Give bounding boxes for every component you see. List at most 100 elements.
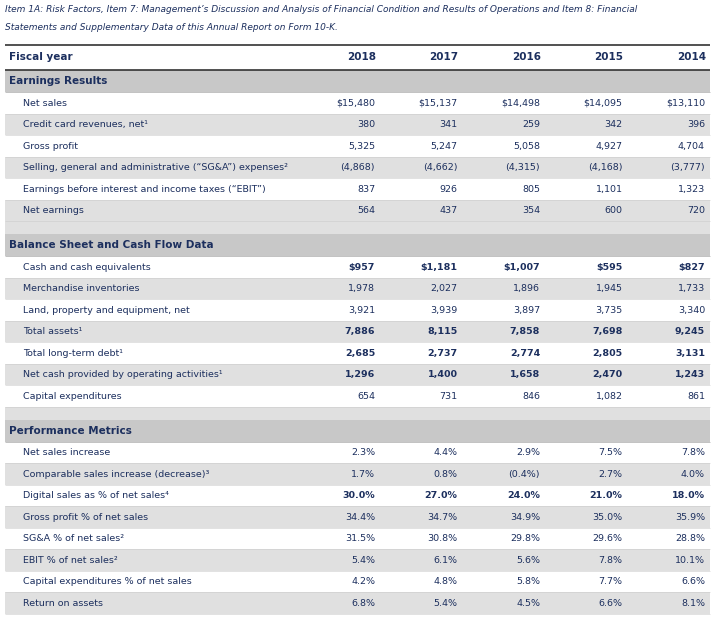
- Text: 837: 837: [357, 184, 375, 194]
- Text: 2016: 2016: [512, 52, 541, 62]
- Text: 846: 846: [522, 392, 540, 401]
- Text: 18.0%: 18.0%: [672, 491, 705, 500]
- Text: 7.7%: 7.7%: [598, 578, 623, 586]
- Bar: [5, 571, 710, 592]
- Text: 2.3%: 2.3%: [351, 448, 375, 457]
- Text: 31.5%: 31.5%: [345, 534, 375, 543]
- Text: Digital sales as % of net sales⁴: Digital sales as % of net sales⁴: [23, 491, 169, 500]
- Text: 5.4%: 5.4%: [351, 556, 375, 565]
- Text: 30.8%: 30.8%: [428, 534, 458, 543]
- Text: $14,498: $14,498: [501, 99, 540, 108]
- Text: 3,921: 3,921: [348, 306, 375, 315]
- Text: 1,296: 1,296: [345, 370, 375, 379]
- Text: 7,698: 7,698: [592, 327, 623, 336]
- Text: 4.4%: 4.4%: [433, 448, 458, 457]
- Bar: [5, 528, 710, 550]
- Text: 5.6%: 5.6%: [516, 556, 540, 565]
- Text: 5.8%: 5.8%: [516, 578, 540, 586]
- Text: Balance Sheet and Cash Flow Data: Balance Sheet and Cash Flow Data: [9, 241, 214, 251]
- Bar: [5, 364, 710, 386]
- Text: 35.9%: 35.9%: [675, 513, 705, 522]
- Text: 1,323: 1,323: [678, 184, 705, 194]
- Bar: [5, 222, 710, 234]
- Text: 342: 342: [604, 120, 623, 129]
- Text: (3,777): (3,777): [671, 164, 705, 172]
- Bar: [5, 420, 710, 442]
- Bar: [5, 234, 710, 257]
- Text: 3,939: 3,939: [430, 306, 458, 315]
- Text: (0.4%): (0.4%): [508, 470, 540, 479]
- Text: $15,137: $15,137: [418, 99, 458, 108]
- Text: Gross profit: Gross profit: [23, 142, 78, 151]
- Text: 437: 437: [440, 206, 458, 215]
- Bar: [5, 157, 710, 178]
- Text: 2015: 2015: [594, 52, 623, 62]
- Text: 5.4%: 5.4%: [433, 598, 458, 608]
- Bar: [5, 507, 710, 528]
- Text: 926: 926: [440, 184, 458, 194]
- Bar: [5, 342, 710, 364]
- Text: 29.8%: 29.8%: [510, 534, 540, 543]
- Text: 1,978: 1,978: [348, 284, 375, 293]
- Text: 4.2%: 4.2%: [351, 578, 375, 586]
- Text: 1,945: 1,945: [596, 284, 623, 293]
- Text: 21.0%: 21.0%: [590, 491, 623, 500]
- Text: 4.0%: 4.0%: [681, 470, 705, 479]
- Text: 1,658: 1,658: [510, 370, 540, 379]
- Text: 4.5%: 4.5%: [516, 598, 540, 608]
- Text: Performance Metrics: Performance Metrics: [9, 426, 132, 436]
- Bar: [5, 386, 710, 407]
- Text: 4,927: 4,927: [596, 142, 623, 151]
- Bar: [5, 114, 710, 136]
- Text: Capital expenditures % of net sales: Capital expenditures % of net sales: [23, 578, 192, 586]
- Text: 720: 720: [687, 206, 705, 215]
- Text: (4,662): (4,662): [423, 164, 458, 172]
- Text: 1,400: 1,400: [428, 370, 458, 379]
- Text: Earnings Results: Earnings Results: [9, 77, 107, 86]
- Text: Total long-term debt¹: Total long-term debt¹: [23, 349, 123, 358]
- Text: 9,245: 9,245: [675, 327, 705, 336]
- Bar: [5, 407, 710, 420]
- Text: 2,470: 2,470: [593, 370, 623, 379]
- Text: Comparable sales increase (decrease)³: Comparable sales increase (decrease)³: [23, 470, 209, 479]
- Text: Fiscal year: Fiscal year: [9, 52, 73, 62]
- Text: (4,868): (4,868): [340, 164, 375, 172]
- Text: Statements and Supplementary Data of this Annual Report on Form 10-K.: Statements and Supplementary Data of thi…: [5, 22, 338, 31]
- Text: Return on assets: Return on assets: [23, 598, 103, 608]
- Bar: [5, 592, 710, 614]
- Text: 1,896: 1,896: [513, 284, 540, 293]
- Text: 8.1%: 8.1%: [681, 598, 705, 608]
- Text: Item 1A: Risk Factors, Item 7: Management’s Discussion and Analysis of Financial: Item 1A: Risk Factors, Item 7: Managemen…: [5, 5, 637, 14]
- Bar: [5, 463, 710, 485]
- Text: 1,082: 1,082: [596, 392, 623, 401]
- Text: 30.0%: 30.0%: [342, 491, 375, 500]
- Text: 0.8%: 0.8%: [433, 470, 458, 479]
- Text: Total assets¹: Total assets¹: [23, 327, 82, 336]
- Text: 8,115: 8,115: [428, 327, 458, 336]
- Text: 1,243: 1,243: [675, 370, 705, 379]
- Text: 2,805: 2,805: [593, 349, 623, 358]
- Text: 6.1%: 6.1%: [433, 556, 458, 565]
- Bar: [5, 442, 710, 463]
- Text: 7,858: 7,858: [510, 327, 540, 336]
- Text: $13,110: $13,110: [666, 99, 705, 108]
- Text: Gross profit % of net sales: Gross profit % of net sales: [23, 513, 148, 522]
- Text: $957: $957: [349, 263, 375, 271]
- Text: 396: 396: [687, 120, 705, 129]
- Text: $595: $595: [596, 263, 623, 271]
- Bar: [5, 485, 710, 507]
- Text: 380: 380: [357, 120, 375, 129]
- Text: (4,168): (4,168): [588, 164, 623, 172]
- Text: 5,058: 5,058: [513, 142, 540, 151]
- Text: 3,897: 3,897: [513, 306, 540, 315]
- Text: 7.8%: 7.8%: [681, 448, 705, 457]
- Text: 24.0%: 24.0%: [507, 491, 540, 500]
- Text: $1,181: $1,181: [420, 263, 458, 271]
- Text: 259: 259: [522, 120, 540, 129]
- Bar: [5, 257, 710, 278]
- Text: 3,340: 3,340: [678, 306, 705, 315]
- Text: Cash and cash equivalents: Cash and cash equivalents: [23, 263, 151, 271]
- Text: 6.8%: 6.8%: [351, 598, 375, 608]
- Text: 2.7%: 2.7%: [598, 470, 623, 479]
- Text: 1,101: 1,101: [596, 184, 623, 194]
